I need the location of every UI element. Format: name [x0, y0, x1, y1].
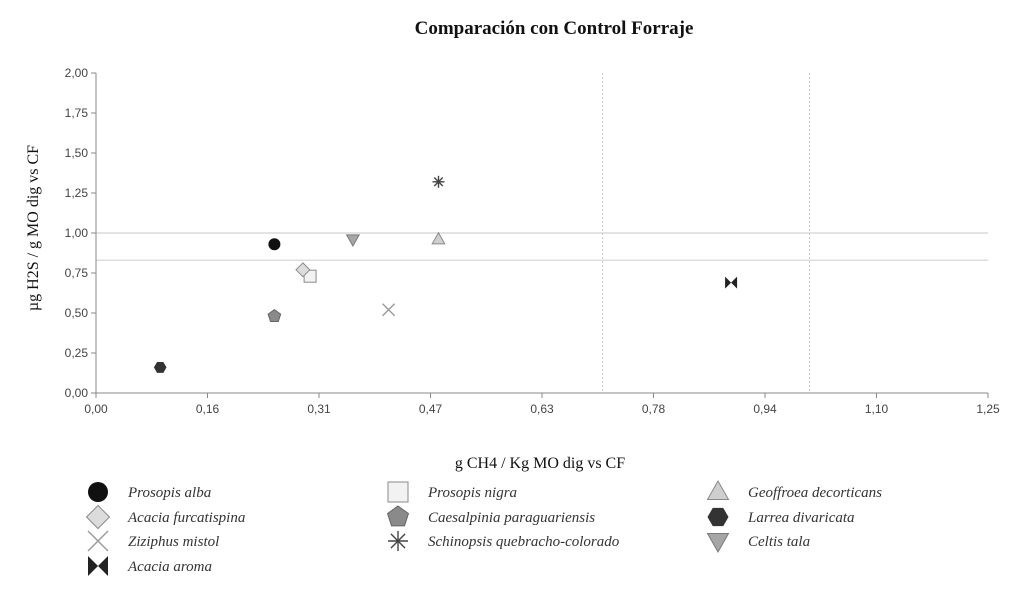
legend-item: Acacia aroma — [88, 556, 212, 576]
legend-item: Geoffroea decorticans — [706, 479, 882, 501]
data-point — [382, 303, 396, 317]
legend-item: Ziziphus mistol — [87, 530, 219, 552]
legend-label: Schinopsis quebracho-colorado — [428, 534, 620, 550]
legend-item: Acacia furcatispina — [85, 504, 245, 530]
y-tick-label: 0,00 — [65, 386, 89, 400]
data-points — [153, 175, 738, 373]
data-point — [267, 308, 282, 323]
data-point — [153, 361, 167, 373]
y-axis-label: µg H2S / g MO dig vs CF — [25, 145, 42, 311]
y-tick-label: 1,25 — [65, 186, 89, 200]
y-tick-label: 1,75 — [65, 106, 89, 120]
x-tick-label: 1,10 — [865, 402, 889, 416]
data-point — [431, 231, 446, 245]
legend-item: Prosopis alba — [88, 482, 211, 502]
legend-marker — [87, 530, 109, 552]
x-tick-label: 0,63 — [530, 402, 554, 416]
chart-title: Comparación con Control Forraje — [415, 18, 694, 39]
legend-marker — [707, 507, 729, 527]
legend-marker — [388, 531, 408, 551]
legend-marker — [85, 504, 111, 530]
y-tick-label: 0,50 — [65, 306, 89, 320]
data-point — [432, 175, 445, 188]
legend: Prosopis alba Prosopis nigra Geoffroea dec… — [85, 479, 882, 576]
legend-marker — [88, 482, 108, 502]
y-tick-label: 0,75 — [65, 266, 89, 280]
legend-label: Geoffroea decorticans — [748, 485, 882, 501]
y-tick-label: 1,50 — [65, 146, 89, 160]
legend-marker — [706, 533, 730, 554]
x-tick-label: 0,47 — [419, 402, 443, 416]
legend-label: Larrea divaricata — [747, 510, 855, 526]
y-tick-label: 0,25 — [65, 346, 89, 360]
legend-label: Prosopis nigra — [427, 485, 517, 501]
legend-item: Larrea divaricata — [707, 507, 855, 527]
x-axis-label: g CH4 / Kg MO dig vs CF — [455, 455, 625, 472]
axes: 0,00 0,16 0,31 0,47 0,63 0,78 0,94 1,10 1,25 0,00… — [65, 66, 1000, 416]
y-tick-label: 1,00 — [65, 226, 89, 240]
legend-label: Celtis tala — [748, 534, 810, 550]
legend-label: Prosopis alba — [127, 485, 211, 501]
legend-label: Acacia furcatispina — [127, 510, 245, 526]
x-tick-label: 0,00 — [84, 402, 108, 416]
legend-marker — [706, 479, 730, 500]
x-tick-label: 0,16 — [196, 402, 220, 416]
data-point — [268, 238, 281, 251]
x-tick-label: 0,31 — [307, 402, 331, 416]
legend-label: Acacia aroma — [127, 559, 212, 575]
reference-lines — [96, 73, 988, 393]
data-point — [345, 234, 361, 248]
legend-marker — [387, 481, 409, 503]
x-tick-label: 0,94 — [753, 402, 777, 416]
legend-label: Ziziphus mistol — [128, 534, 219, 550]
legend-item: Celtis tala — [706, 533, 810, 554]
legend-item: Schinopsis quebracho-colorado — [388, 531, 620, 551]
legend-item: Caesalpinia paraguariensis — [386, 505, 595, 527]
y-tick-label: 2,00 — [65, 66, 89, 80]
legend-item: Prosopis nigra — [387, 481, 517, 503]
data-point — [725, 276, 738, 289]
legend-label: Caesalpinia paraguariensis — [428, 510, 595, 526]
data-point — [295, 262, 311, 278]
legend-marker — [88, 556, 108, 576]
x-tick-label: 1,25 — [976, 402, 1000, 416]
x-tick-label: 0,78 — [642, 402, 666, 416]
legend-marker — [386, 505, 410, 527]
